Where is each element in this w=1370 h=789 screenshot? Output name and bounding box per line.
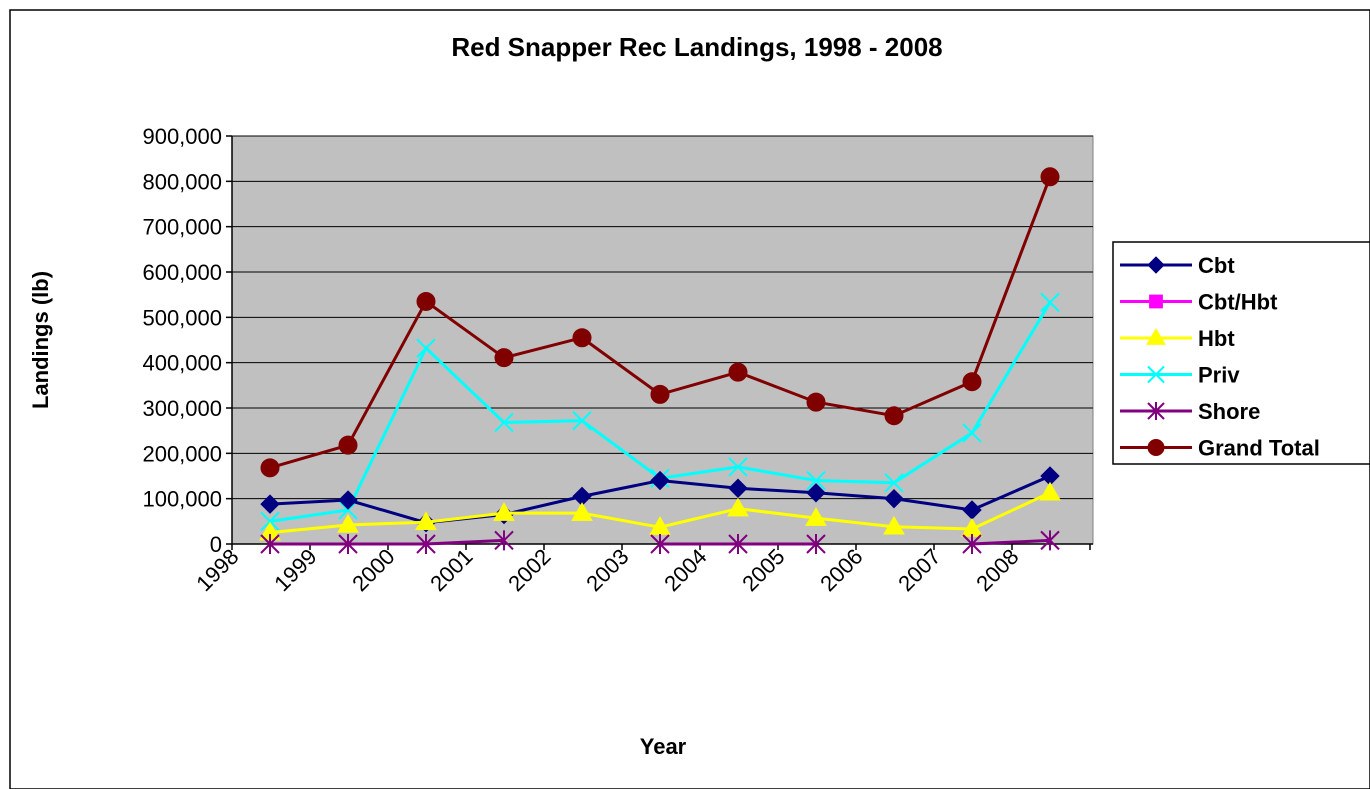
legend-label: Shore bbox=[1198, 399, 1260, 424]
legend-box bbox=[1113, 242, 1370, 464]
chart-title: Red Snapper Rec Landings, 1998 - 2008 bbox=[451, 32, 942, 62]
data-point bbox=[495, 349, 513, 367]
y-tick-label: 100,000 bbox=[142, 487, 222, 512]
data-point bbox=[339, 436, 357, 454]
y-tick-label: 800,000 bbox=[142, 169, 222, 194]
legend-label: Priv bbox=[1198, 363, 1240, 388]
y-tick-label: 400,000 bbox=[142, 351, 222, 376]
y-tick-label: 500,000 bbox=[142, 305, 222, 330]
y-tick-label: 900,000 bbox=[142, 124, 222, 149]
x-axis-label: Year bbox=[640, 734, 687, 759]
y-tick-label: 200,000 bbox=[142, 441, 222, 466]
legend-label: Grand Total bbox=[1198, 436, 1320, 461]
data-point bbox=[885, 407, 903, 425]
data-point bbox=[573, 329, 591, 347]
legend-label: Cbt/Hbt bbox=[1198, 290, 1278, 315]
legend-label: Cbt bbox=[1198, 253, 1235, 278]
legend-label: Hbt bbox=[1198, 326, 1235, 351]
data-point bbox=[1150, 295, 1163, 308]
data-point bbox=[261, 459, 279, 477]
y-tick-label: 300,000 bbox=[142, 396, 222, 421]
y-tick-label: 700,000 bbox=[142, 215, 222, 240]
y-tick-label: 600,000 bbox=[142, 260, 222, 285]
data-point bbox=[963, 373, 981, 391]
data-point bbox=[1041, 168, 1059, 186]
data-point bbox=[807, 393, 825, 411]
legend: Cbt Cbt/Hbt Hbt Priv Shore Grand Total bbox=[1113, 242, 1370, 464]
data-point bbox=[651, 385, 669, 403]
data-point bbox=[417, 292, 435, 310]
y-axis-label: Landings (lb) bbox=[28, 271, 53, 409]
data-point bbox=[1148, 440, 1164, 456]
data-point bbox=[729, 363, 747, 381]
